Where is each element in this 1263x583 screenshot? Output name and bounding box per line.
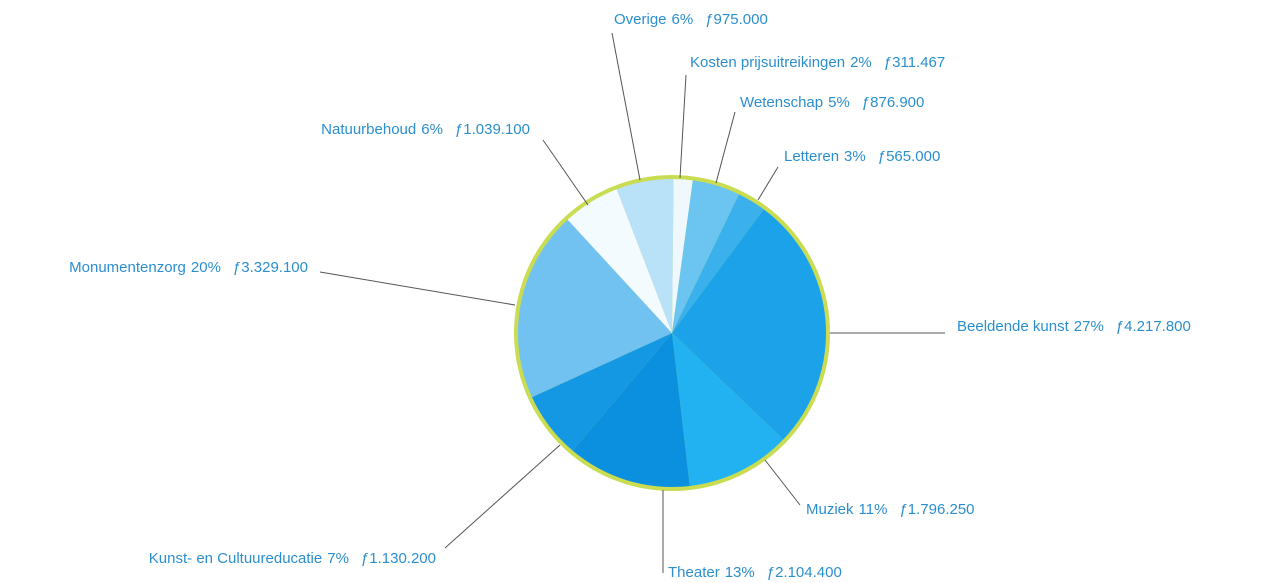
slice-name: Wetenschap — [740, 94, 823, 111]
slice-name: Monumentenzorg — [69, 259, 186, 276]
slice-label: Theater 13% ƒ2.104.400 — [668, 564, 842, 581]
slice-percent: 7% — [327, 550, 349, 567]
pie-slice — [572, 333, 690, 487]
slice-name: Theater — [668, 564, 720, 581]
slice-amount: ƒ1.039.100 — [455, 121, 530, 138]
slice-label: Kunst- en Cultuureducatie 7% ƒ1.130.200 — [149, 550, 436, 567]
slice-name: Overige — [614, 11, 667, 28]
slice-percent: 3% — [844, 148, 866, 165]
slice-percent: 6% — [421, 121, 443, 138]
slice-name: Muziek — [806, 501, 854, 518]
slice-name: Kunst- en Cultuureducatie — [149, 550, 322, 567]
slice-percent: 20% — [191, 259, 221, 276]
leader-line — [764, 459, 801, 506]
leader-line — [715, 111, 736, 184]
slice-percent: 13% — [725, 564, 755, 581]
slice-label: Letteren 3% ƒ565.000 — [784, 148, 940, 165]
slice-amount: ƒ975.000 — [705, 11, 768, 28]
pie-slice — [532, 333, 672, 451]
slice-amount: ƒ311.467 — [884, 54, 945, 71]
slice-label: Kosten prijsuitreikingen 2% ƒ311.467 — [690, 54, 945, 71]
slice-name: Letteren — [784, 148, 839, 165]
slice-label: Beeldende kunst 27% ƒ4.217.800 — [957, 318, 1191, 335]
slice-name: Kosten prijsuitreikingen — [690, 54, 845, 71]
slice-amount: ƒ876.900 — [862, 94, 925, 111]
slice-amount: ƒ2.104.400 — [767, 564, 842, 581]
slice-percent: 27% — [1074, 318, 1104, 335]
slice-amount: ƒ4.217.800 — [1116, 318, 1191, 335]
slice-percent: 5% — [828, 94, 850, 111]
leader-line — [444, 444, 561, 549]
pie-slice — [672, 179, 693, 333]
pie-slice — [672, 180, 739, 333]
leader-line — [542, 139, 589, 206]
slice-name: Beeldende kunst — [957, 318, 1070, 335]
slice-label: Overige 6% ƒ975.000 — [614, 11, 768, 28]
slice-percent: 11% — [859, 501, 888, 518]
slice-amount: ƒ3.329.100 — [233, 259, 308, 276]
slice-label: Muziek 11% ƒ1.796.250 — [806, 501, 975, 518]
slice-label: Natuurbehoud 6% ƒ1.039.100 — [321, 121, 530, 138]
slice-percent: 6% — [672, 11, 694, 28]
pie-slice — [567, 189, 672, 333]
slice-label: Wetenschap 5% ƒ876.900 — [740, 94, 924, 111]
pie-slice — [672, 333, 784, 486]
slice-name: Natuurbehoud — [321, 121, 416, 138]
slice-label: Monumentenzorg 20% ƒ3.329.100 — [69, 259, 308, 276]
leader-line — [611, 32, 641, 181]
pie-slice — [616, 179, 674, 333]
slice-percent: 2% — [850, 54, 872, 71]
leader-line — [679, 74, 687, 179]
pie-slice — [672, 209, 826, 440]
slice-amount: ƒ1.796.250 — [899, 501, 974, 518]
leader-line — [319, 271, 516, 306]
leader-line — [757, 166, 779, 201]
pie-slice — [518, 219, 672, 398]
slice-amount: ƒ1.130.200 — [361, 550, 436, 567]
slice-amount: ƒ565.000 — [878, 148, 941, 165]
pie-slice — [672, 194, 764, 333]
